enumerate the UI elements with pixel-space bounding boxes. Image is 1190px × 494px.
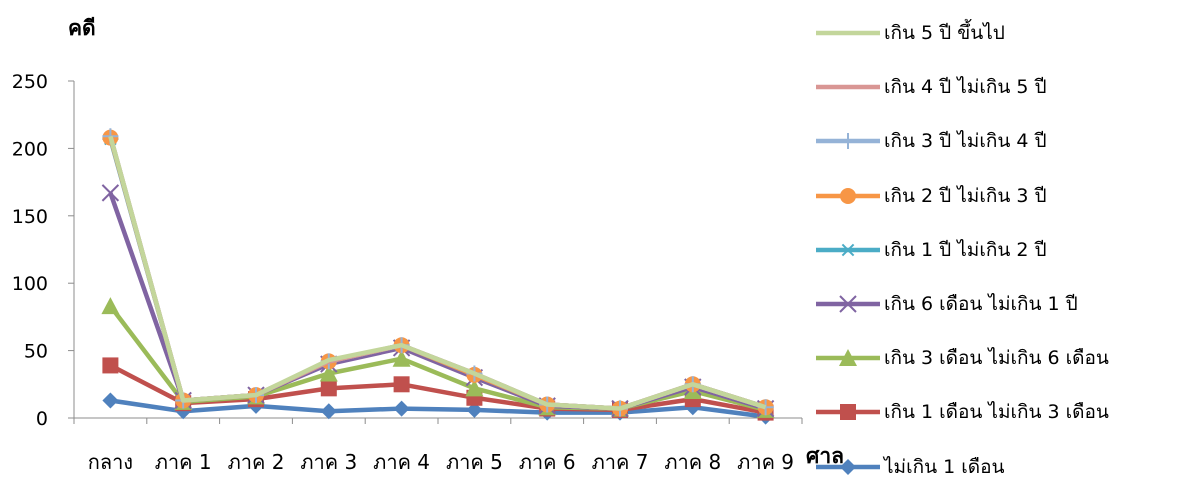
legend-swatch bbox=[816, 133, 880, 150]
data-point bbox=[840, 187, 856, 204]
legend-swatch bbox=[816, 295, 880, 313]
legend-item: เกิน 3 เดือน ไม่เกิน 6 เดือน bbox=[814, 331, 1184, 385]
legend-label: เกิน 2 ปี ไม่เกิน 3 ปี bbox=[884, 184, 1047, 207]
legend-label: เกิน 4 ปี ไม่เกิน 5 ปี bbox=[884, 76, 1047, 99]
series-line bbox=[108, 135, 767, 411]
y-tick-label: 50 bbox=[24, 341, 48, 363]
y-tick-label: 250 bbox=[12, 71, 48, 93]
x-tick-label: ภาค 4 bbox=[373, 450, 430, 473]
x-tick-label: ภาค 2 bbox=[228, 450, 285, 473]
legend-label: เกิน 6 เดือน ไม่เกิน 1 ปี bbox=[884, 293, 1078, 316]
data-point bbox=[320, 380, 337, 397]
data-point bbox=[839, 349, 857, 367]
legend-label: เกิน 1 ปี ไม่เกิน 2 ปี bbox=[884, 238, 1047, 261]
x-tick-label: ภาค 3 bbox=[300, 450, 357, 473]
legend-swatch bbox=[816, 349, 880, 367]
data-point bbox=[840, 243, 856, 257]
data-point bbox=[102, 357, 119, 374]
chart-legend: เกิน 5 ปี ขึ้นไปเกิน 4 ปี ไม่เกิน 5 ปีเก… bbox=[814, 6, 1184, 494]
x-tick-label: กลาง bbox=[88, 450, 133, 473]
data-point bbox=[392, 349, 411, 367]
x-tick-label: ภาค 7 bbox=[592, 450, 649, 473]
data-point bbox=[465, 379, 484, 397]
data-point bbox=[101, 297, 120, 315]
series-line bbox=[108, 192, 767, 411]
legend-label: เกิน 3 เดือน ไม่เกิน 6 เดือน bbox=[884, 347, 1109, 370]
data-point bbox=[102, 392, 119, 409]
x-tick-label: ภาค 1 bbox=[155, 450, 212, 473]
x-tick-label: ภาค 8 bbox=[664, 450, 721, 473]
legend-label: ไม่เกิน 1 เดือน bbox=[884, 455, 1005, 478]
legend-item: เกิน 1 เดือน ไม่เกิน 3 เดือน bbox=[814, 385, 1184, 439]
y-tick-label: 150 bbox=[12, 206, 48, 228]
series-line bbox=[108, 135, 767, 411]
data-point bbox=[840, 404, 856, 421]
legend-item: เกิน 4 ปี ไม่เกิน 5 ปี bbox=[814, 60, 1184, 114]
data-point bbox=[840, 458, 856, 475]
legend-item: เกิน 1 ปี ไม่เกิน 2 ปี bbox=[814, 223, 1184, 277]
legend-label: เกิน 5 ปี ขึ้นไป bbox=[884, 22, 1005, 45]
chart-axes: 0 50 100 150 200 250 กลาง ภาค 1 ภาค 2 ภาค 3 ภาค 4 ภ… bbox=[12, 71, 803, 473]
series bbox=[108, 135, 767, 411]
series-line bbox=[108, 138, 767, 411]
series-line bbox=[108, 135, 767, 411]
legend-label: เกิน 3 ปี ไม่เกิน 4 ปี bbox=[884, 130, 1047, 153]
x-tick-label: ภาค 9 bbox=[737, 450, 794, 473]
chart-plot-area bbox=[101, 128, 775, 425]
data-point bbox=[101, 184, 120, 202]
y-axis-title: คดี bbox=[68, 16, 96, 40]
series-line bbox=[108, 137, 767, 411]
legend-item: ไม่เกิน 1 เดือน bbox=[814, 440, 1184, 494]
legend-item: เกิน 3 ปี ไม่เกิน 4 ปี bbox=[814, 114, 1184, 168]
legend-item: เกิน 6 เดือน ไม่เกิน 1 ปี bbox=[814, 277, 1184, 331]
data-point bbox=[466, 401, 483, 418]
legend-swatch bbox=[816, 243, 880, 257]
x-axis-title: ศาล bbox=[806, 444, 844, 468]
data-point bbox=[393, 400, 410, 417]
legend-label: เกิน 1 เดือน ไม่เกิน 3 เดือน bbox=[884, 401, 1109, 424]
legend-swatch bbox=[816, 85, 880, 90]
y-tick-label: 0 bbox=[36, 408, 48, 430]
series bbox=[101, 184, 775, 418]
data-point bbox=[320, 403, 337, 420]
series bbox=[108, 135, 767, 411]
series-line bbox=[110, 398, 766, 419]
data-point bbox=[840, 133, 856, 150]
legend-swatch bbox=[816, 404, 880, 421]
y-tick-label: 100 bbox=[12, 273, 48, 295]
x-tick-label: ภาค 6 bbox=[519, 450, 576, 473]
data-point bbox=[319, 364, 338, 382]
legend-swatch bbox=[816, 30, 880, 36]
legend-swatch bbox=[816, 187, 880, 204]
data-point bbox=[393, 376, 410, 393]
legend-item: เกิน 5 ปี ขึ้นไป bbox=[814, 6, 1184, 60]
x-tick-label: ภาค 5 bbox=[446, 450, 503, 473]
line-chart: 0 50 100 150 200 250 กลาง ภาค 1 ภาค 2 ภาค 3 ภาค 4 ภ… bbox=[12, 71, 803, 473]
legend-swatch bbox=[816, 458, 880, 475]
legend-item: เกิน 2 ปี ไม่เกิน 3 ปี bbox=[814, 169, 1184, 223]
data-point bbox=[839, 295, 857, 313]
y-tick-label: 200 bbox=[12, 138, 48, 160]
